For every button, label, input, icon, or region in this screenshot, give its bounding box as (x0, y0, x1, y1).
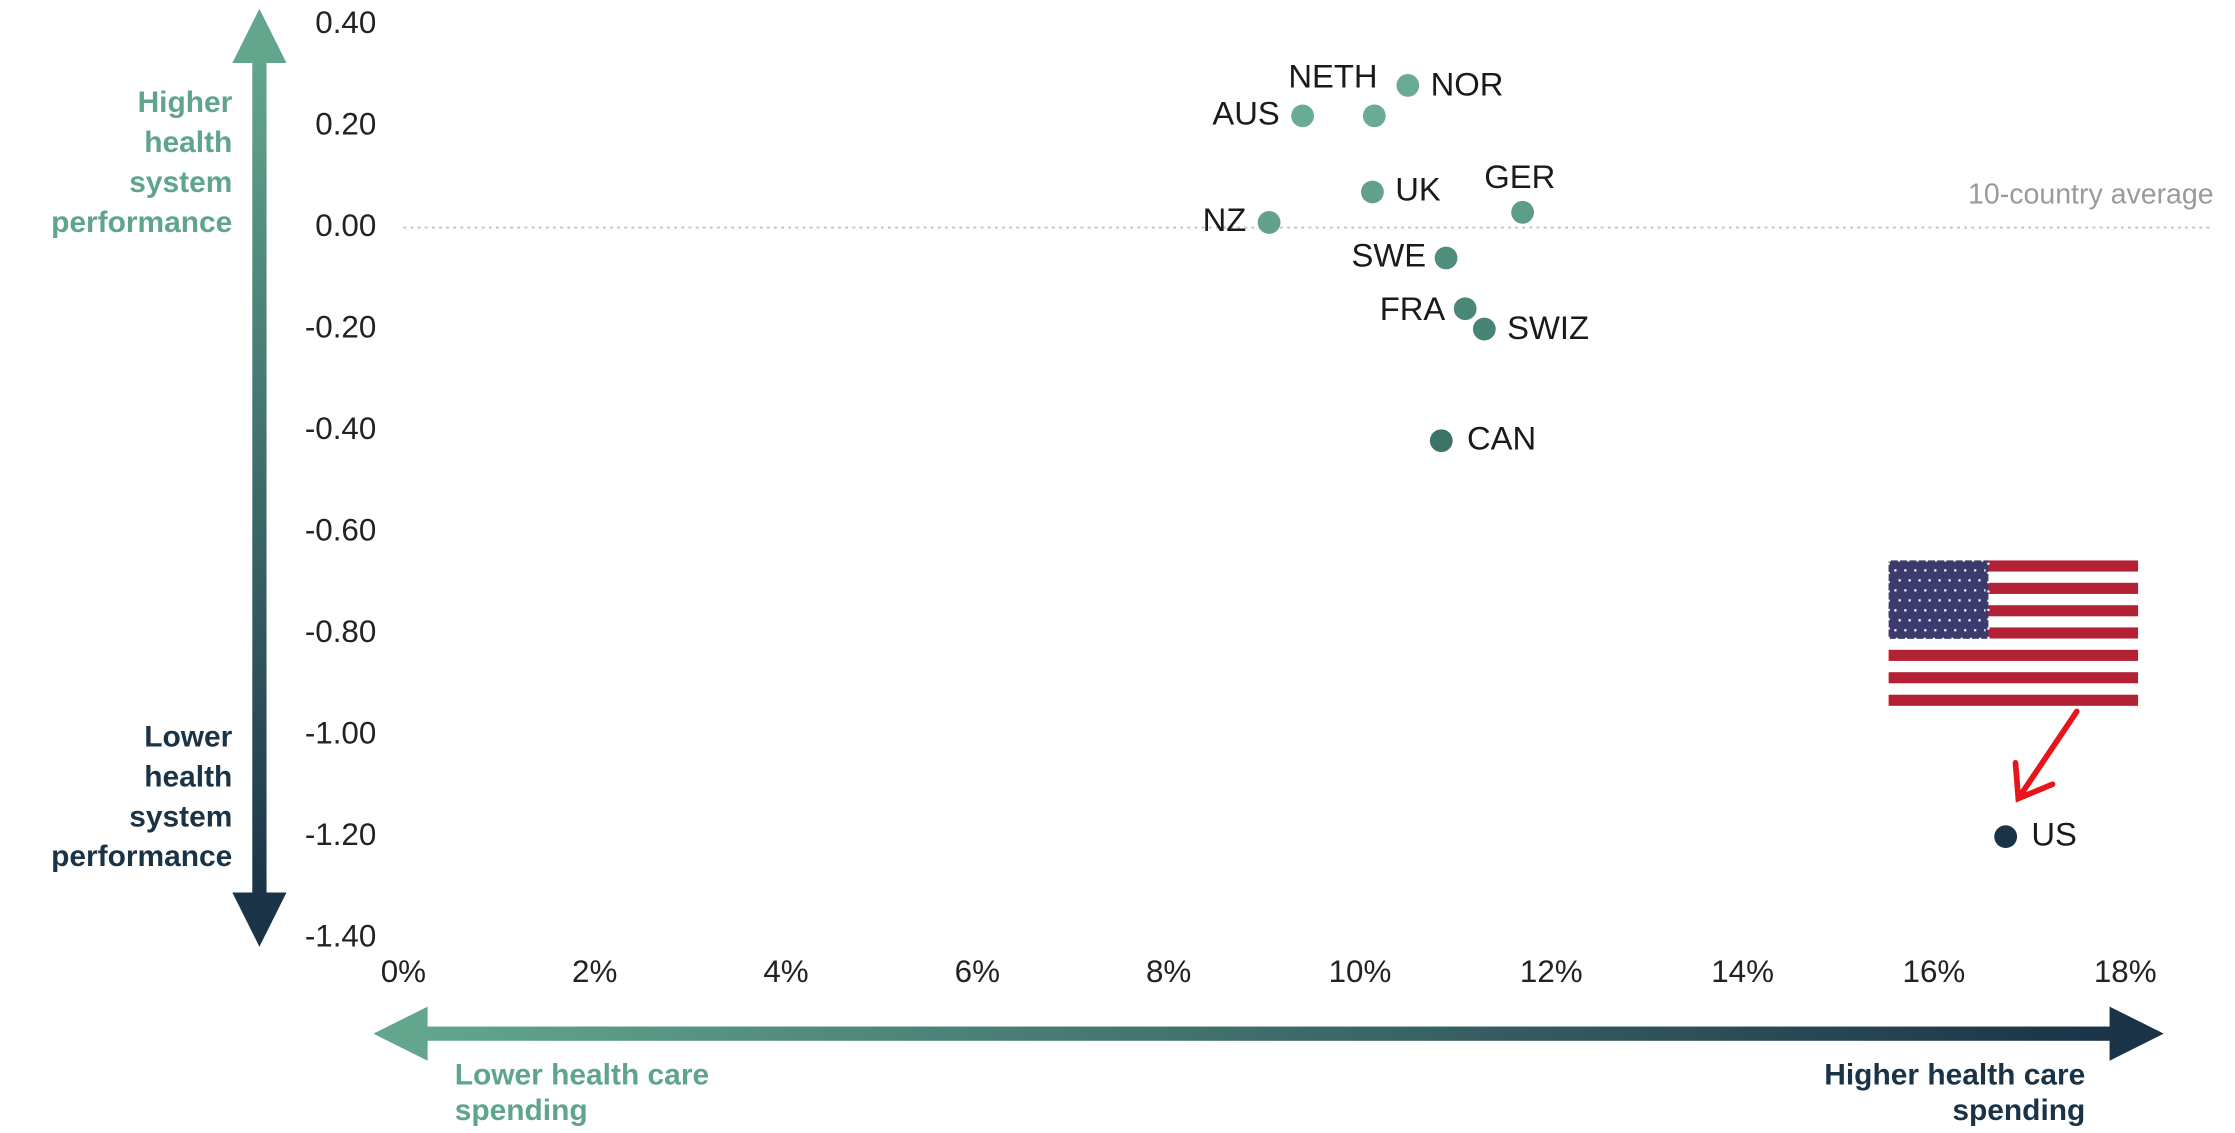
x-tick-label: 6% (955, 954, 1000, 989)
axis-note: health (144, 760, 232, 793)
y-tick-label: -1.00 (305, 715, 376, 750)
point (1434, 246, 1458, 270)
y-tick-label: -0.40 (305, 411, 376, 446)
x-tick-label: 14% (1711, 954, 1774, 989)
axis-note: system (129, 166, 232, 199)
x-tick-label: 8% (1146, 954, 1191, 989)
point-label: SWIZ (1507, 309, 1589, 346)
point (1994, 825, 2018, 849)
y-arrow (232, 8, 287, 947)
point-label: AUS (1212, 95, 1279, 132)
x-tick-label: 10% (1329, 954, 1392, 989)
axis-note: Lower health care (455, 1058, 709, 1091)
y-tick-label: -1.40 (305, 918, 376, 953)
x-tick-label: 18% (2094, 954, 2157, 989)
axis-note: performance (51, 206, 232, 239)
point (1257, 211, 1281, 234)
red-arrow (2012, 708, 2080, 803)
point-label: NOR (1431, 65, 1504, 102)
point-label: UK (1395, 171, 1441, 208)
x-tick-label: 2% (572, 954, 617, 989)
point (1472, 317, 1496, 341)
y-tick-label: 0.00 (315, 208, 376, 243)
point (1291, 104, 1314, 128)
point-label: US (2031, 815, 2077, 852)
x-tick-label: 4% (763, 954, 808, 989)
point-label: NZ (1203, 201, 1247, 238)
y-tick-label: 0.40 (315, 5, 376, 40)
axis-note: Lower (144, 721, 232, 754)
axis-note: performance (51, 840, 232, 873)
y-tick-label: -0.20 (305, 309, 376, 344)
point (1361, 180, 1384, 204)
point (1396, 74, 1420, 97)
reference-label: 10-country average (1968, 179, 2214, 211)
x-tick-label: 0% (381, 954, 426, 989)
point (1429, 429, 1453, 453)
axis-note: spending (1952, 1094, 2085, 1127)
axis-note: system (129, 800, 232, 833)
point (1453, 297, 1477, 321)
x-tick-label: 16% (1903, 954, 1966, 989)
y-tick-label: 0.20 (315, 106, 376, 141)
point (1511, 200, 1534, 224)
x-arrow (373, 1006, 2164, 1061)
axis-note: Higher health care (1824, 1058, 2085, 1091)
point-label: GER (1484, 158, 1555, 195)
point (1362, 104, 1386, 128)
axis-note: health (144, 126, 232, 159)
us-flag (1887, 559, 2139, 706)
x-tick-label: 12% (1520, 954, 1583, 989)
point-label: FRA (1380, 290, 1446, 327)
point-label: CAN (1467, 419, 1536, 456)
y-tick-label: -0.60 (305, 512, 376, 547)
axis-note: spending (455, 1094, 588, 1127)
y-tick-label: -0.80 (305, 614, 376, 649)
y-tick-label: -1.20 (305, 817, 376, 852)
point-label: SWE (1351, 237, 1426, 274)
point-label: NETH (1288, 57, 1377, 94)
axis-note: Higher (138, 86, 233, 119)
